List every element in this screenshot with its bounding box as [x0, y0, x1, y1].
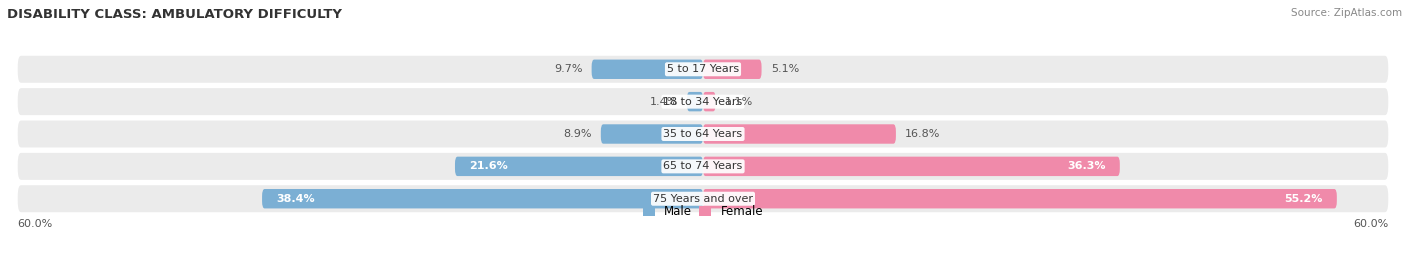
Text: 5.1%: 5.1%: [770, 64, 799, 74]
Text: DISABILITY CLASS: AMBULATORY DIFFICULTY: DISABILITY CLASS: AMBULATORY DIFFICULTY: [7, 8, 342, 21]
FancyBboxPatch shape: [592, 59, 703, 79]
Text: 36.3%: 36.3%: [1067, 161, 1107, 171]
Text: 60.0%: 60.0%: [1353, 219, 1389, 229]
Text: 38.4%: 38.4%: [276, 194, 315, 204]
Text: 18 to 34 Years: 18 to 34 Years: [664, 97, 742, 107]
FancyBboxPatch shape: [703, 157, 1119, 176]
FancyBboxPatch shape: [703, 124, 896, 144]
Text: 9.7%: 9.7%: [554, 64, 582, 74]
FancyBboxPatch shape: [17, 119, 1389, 149]
Text: 1.1%: 1.1%: [725, 97, 754, 107]
FancyBboxPatch shape: [703, 59, 762, 79]
Text: 21.6%: 21.6%: [468, 161, 508, 171]
Text: 1.4%: 1.4%: [650, 97, 678, 107]
FancyBboxPatch shape: [17, 54, 1389, 84]
FancyBboxPatch shape: [262, 189, 703, 209]
Text: 75 Years and over: 75 Years and over: [652, 194, 754, 204]
FancyBboxPatch shape: [703, 189, 1337, 209]
Text: 55.2%: 55.2%: [1285, 194, 1323, 204]
FancyBboxPatch shape: [703, 92, 716, 111]
Legend: Male, Female: Male, Female: [638, 200, 768, 222]
Text: Source: ZipAtlas.com: Source: ZipAtlas.com: [1291, 8, 1402, 18]
FancyBboxPatch shape: [456, 157, 703, 176]
Text: 8.9%: 8.9%: [564, 129, 592, 139]
FancyBboxPatch shape: [17, 151, 1389, 181]
FancyBboxPatch shape: [688, 92, 703, 111]
FancyBboxPatch shape: [600, 124, 703, 144]
FancyBboxPatch shape: [17, 87, 1389, 117]
Text: 60.0%: 60.0%: [17, 219, 53, 229]
Text: 35 to 64 Years: 35 to 64 Years: [664, 129, 742, 139]
FancyBboxPatch shape: [17, 184, 1389, 214]
Text: 65 to 74 Years: 65 to 74 Years: [664, 161, 742, 171]
Text: 16.8%: 16.8%: [905, 129, 941, 139]
Text: 5 to 17 Years: 5 to 17 Years: [666, 64, 740, 74]
